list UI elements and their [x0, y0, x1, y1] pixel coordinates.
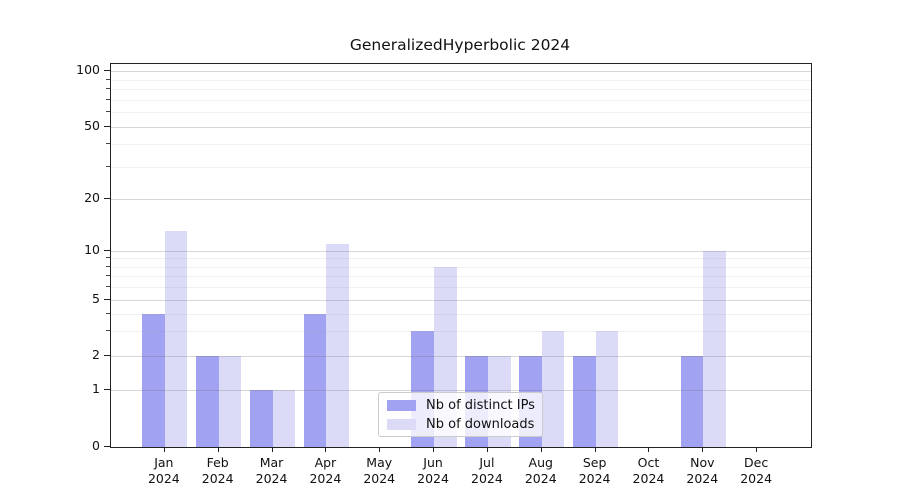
y-axis-tick-0 [104, 445, 110, 447]
legend-label-distinct-ips: Nb of distinct IPs [426, 397, 535, 413]
plot-area [110, 63, 812, 448]
y-axis-minor-tick-70 [106, 98, 110, 100]
x-axis-label-jun: Jun 2024 [417, 455, 449, 486]
minor-gridline-80 [111, 89, 811, 91]
x-axis-tick-nov [702, 447, 704, 452]
bar-downloads-apr [326, 243, 349, 447]
legend-label-downloads: Nb of downloads [426, 416, 535, 432]
y-axis-minor-tick-9 [106, 257, 110, 259]
x-axis-label-dec: Dec 2024 [740, 455, 773, 486]
minor-gridline-70 [111, 99, 811, 101]
y-axis-label-100: 100 [76, 62, 100, 77]
x-axis-label-nov: Nov 2024 [686, 455, 719, 486]
bar-downloads-feb [218, 356, 242, 447]
y-axis-tick-100 [104, 70, 110, 71]
x-axis-label-may: May 2024 [363, 455, 396, 486]
bar-downloads-aug [541, 331, 565, 447]
chart-title: GeneralizedHyperbolic 2024 [349, 36, 571, 54]
x-axis-label-apr: Apr 2024 [309, 455, 342, 486]
bar-downloads-jan [164, 231, 188, 447]
x-axis-tick-aug [540, 447, 542, 452]
y-axis-minor-tick-7 [106, 275, 110, 277]
x-axis-tick-feb [217, 447, 219, 452]
bar-downloads-sep [595, 331, 619, 447]
x-axis-label-aug: Aug 2024 [524, 455, 557, 486]
x-axis-tick-sep [594, 447, 596, 452]
bar-downloads-mar [272, 390, 296, 447]
minor-gridline-60 [111, 112, 811, 114]
y-axis-minor-tick-90 [106, 78, 110, 80]
y-axis-label-50: 50 [84, 118, 100, 133]
bar-distinct-ips-sep [573, 356, 596, 447]
y-axis-minor-tick-6 [106, 286, 110, 288]
legend-swatch-downloads [387, 418, 416, 430]
major-gridline-50 [111, 127, 811, 128]
y-axis-label-10: 10 [84, 242, 100, 257]
y-axis-tick-10 [104, 250, 110, 251]
y-axis-minor-tick-3 [106, 330, 110, 332]
bar-distinct-ips-apr [303, 313, 327, 447]
x-axis-label-jan: Jan 2024 [147, 455, 180, 486]
legend-item-distinct-ips: Nb of distinct IPs [387, 397, 535, 413]
major-gridline-100 [111, 71, 811, 72]
y-axis-label-2: 2 [92, 347, 100, 363]
y-axis-tick-5 [104, 299, 110, 300]
y-axis-minor-tick-4 [106, 312, 110, 314]
minor-gridline-40 [111, 144, 811, 146]
y-axis-label-1: 1 [92, 381, 100, 397]
x-axis-tick-jun [433, 447, 435, 452]
x-axis-tick-jan [163, 447, 165, 452]
major-gridline-20 [111, 198, 811, 200]
y-axis-minor-tick-60 [106, 111, 110, 113]
bar-distinct-ips-jan [142, 313, 165, 447]
y-axis-minor-tick-30 [106, 165, 110, 167]
y-axis-minor-tick-80 [106, 88, 110, 90]
x-axis-tick-oct [648, 447, 650, 452]
x-axis-tick-dec [756, 447, 758, 452]
y-axis-tick-2 [104, 355, 110, 357]
bar-distinct-ips-mar [249, 390, 273, 447]
legend-swatch-distinct-ips [387, 399, 416, 411]
y-axis-label-0: 0 [92, 437, 100, 453]
y-axis-tick-1 [104, 389, 110, 391]
x-axis-label-mar: Mar 2024 [255, 455, 288, 486]
x-axis-tick-apr [325, 447, 327, 452]
y-axis-tick-20 [104, 197, 110, 199]
y-axis-label-20: 20 [84, 189, 100, 205]
x-axis-label-feb: Feb 2024 [201, 455, 234, 486]
bar-distinct-ips-feb [196, 356, 219, 447]
minor-gridline-30 [111, 166, 811, 168]
x-axis-label-sep: Sep 2024 [578, 455, 611, 486]
y-axis-minor-tick-8 [106, 265, 110, 267]
y-axis-tick-50 [104, 126, 110, 127]
y-axis-minor-tick-40 [106, 143, 110, 145]
bar-downloads-nov [703, 251, 726, 447]
legend: Nb of distinct IPs Nb of downloads [378, 392, 543, 437]
bar-distinct-ips-nov [680, 356, 704, 447]
x-axis-tick-jul [486, 447, 488, 452]
x-axis-tick-mar [271, 447, 273, 452]
x-axis-label-oct: Oct 2024 [632, 455, 665, 486]
legend-item-downloads: Nb of downloads [387, 417, 534, 432]
y-axis-label-5: 5 [92, 291, 100, 306]
minor-gridline-90 [111, 79, 811, 81]
x-axis-tick-may [379, 447, 381, 452]
x-axis-label-jul: Jul 2024 [471, 455, 503, 486]
